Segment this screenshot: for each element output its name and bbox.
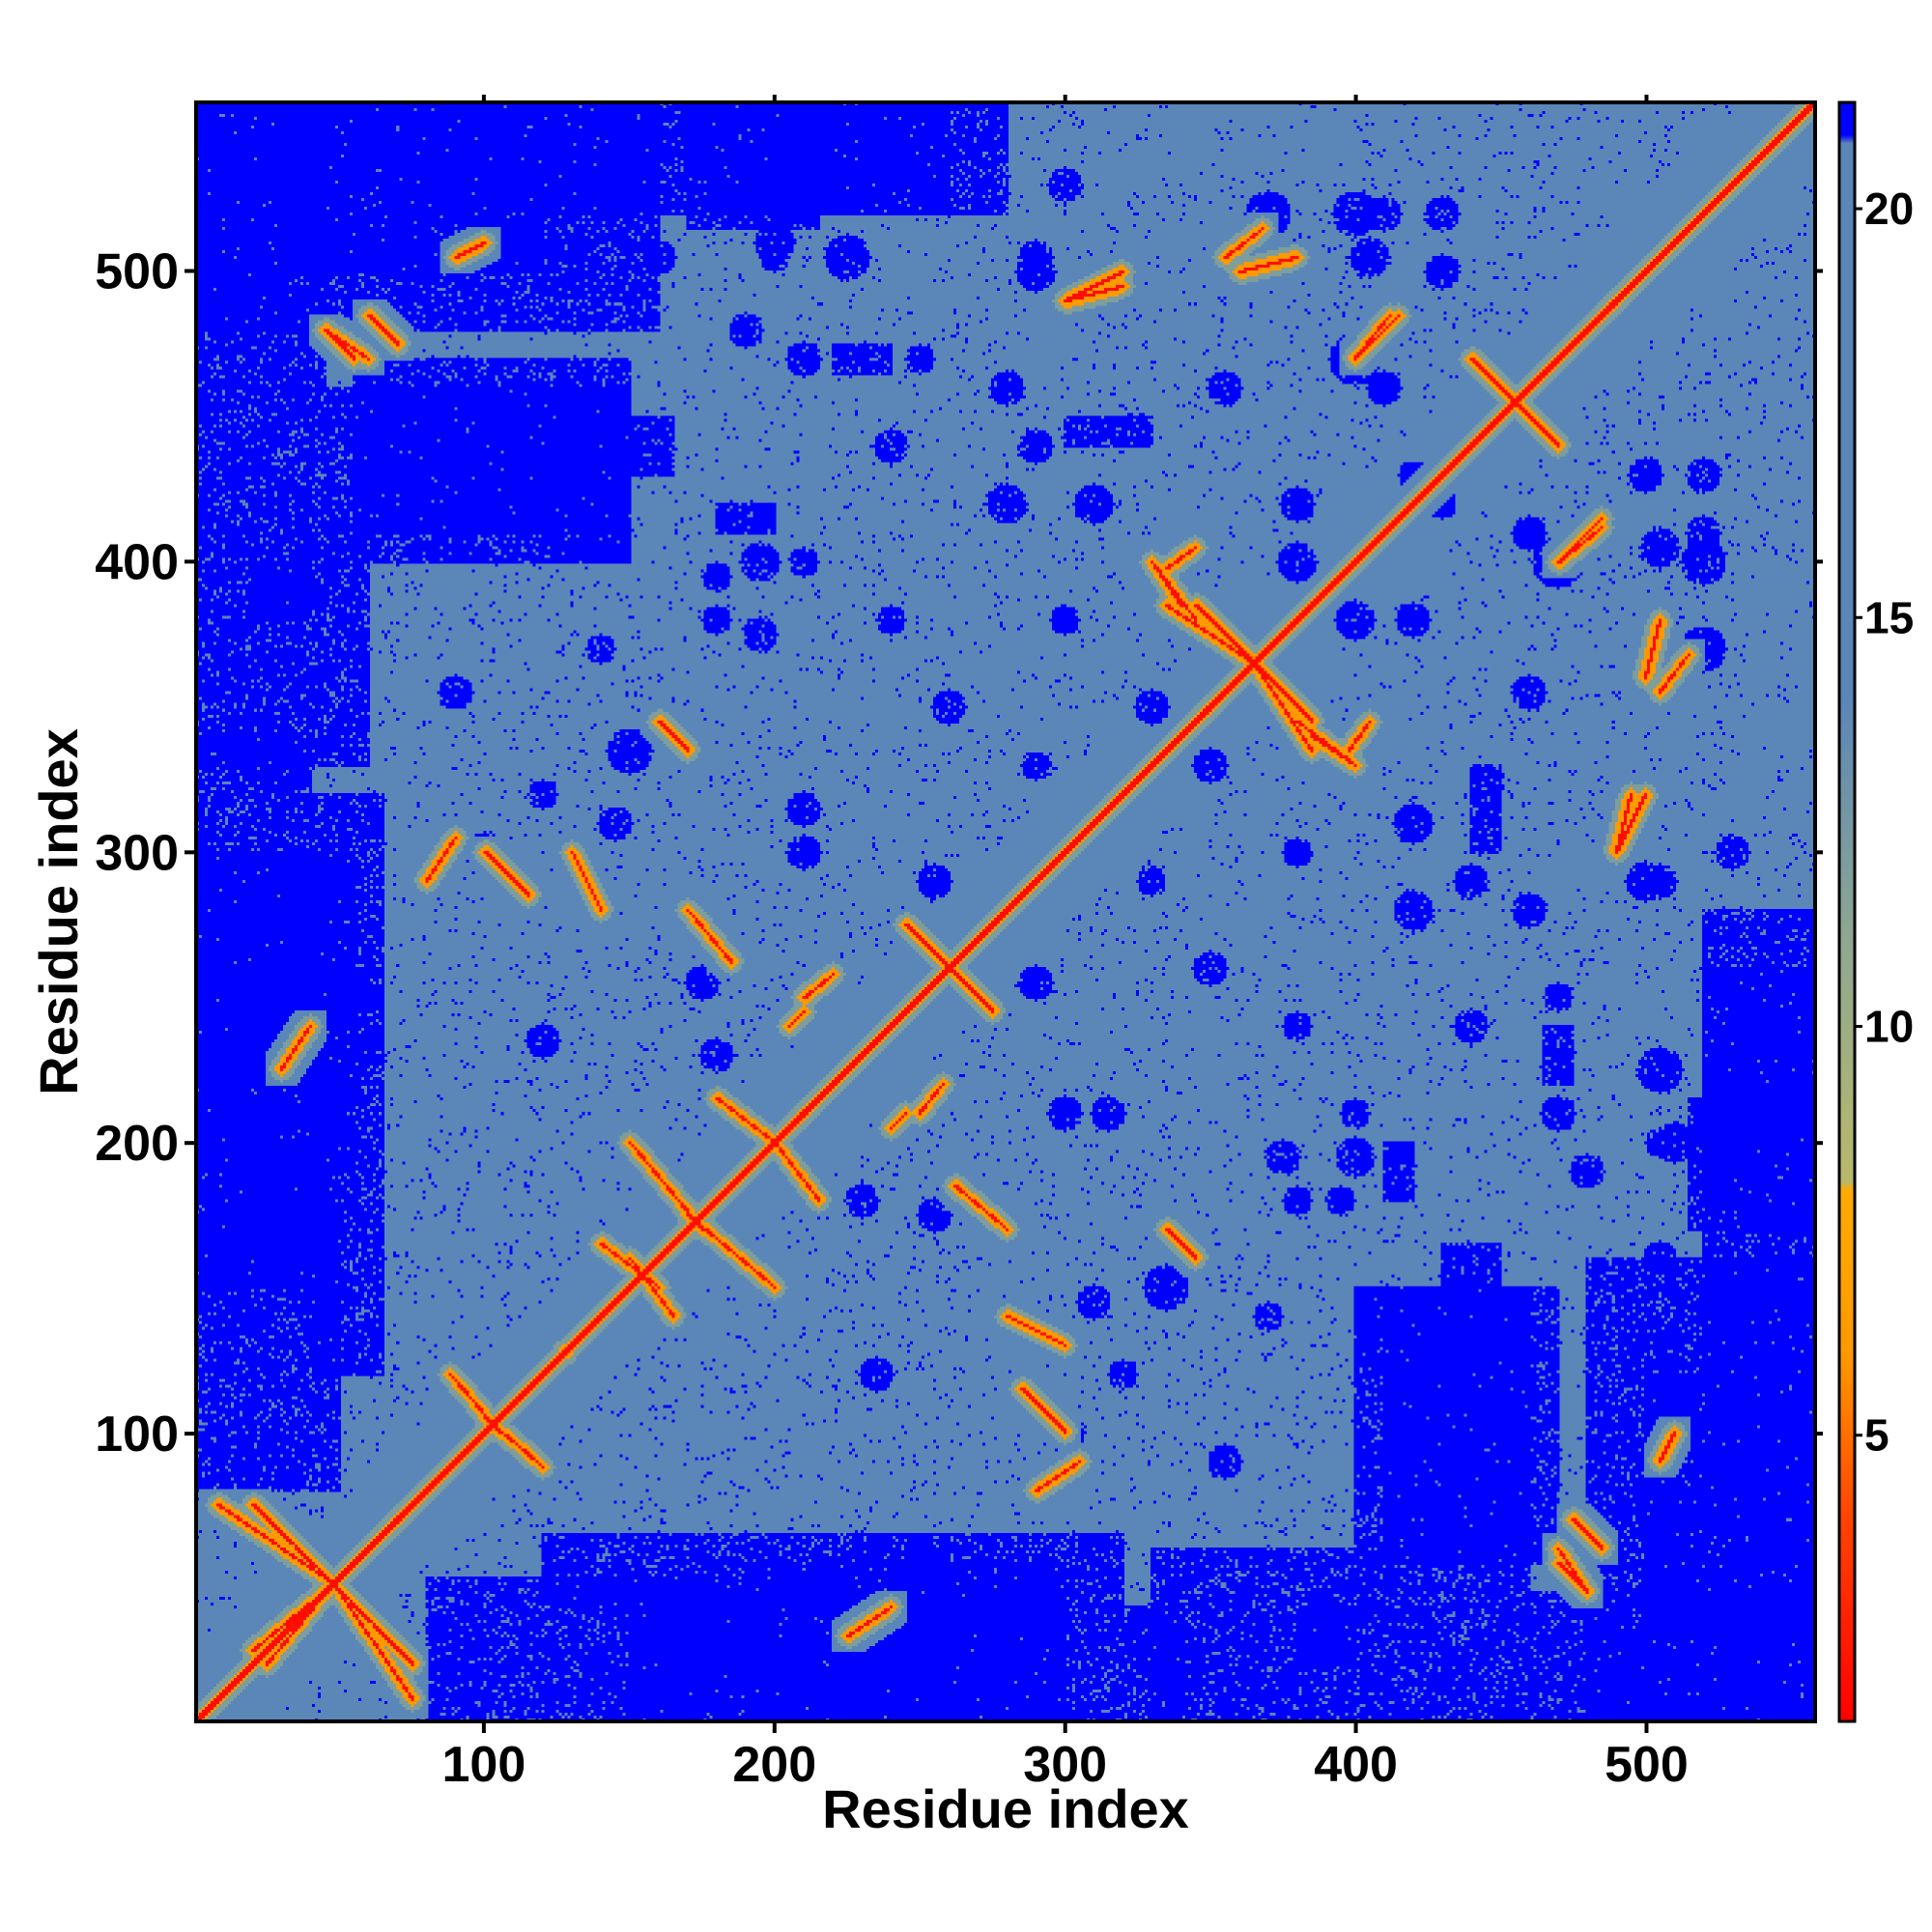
y-tick-label: 400 (95, 534, 179, 590)
x-tick-label: 500 (1605, 1737, 1689, 1793)
y-tick-label: 500 (95, 244, 179, 300)
y-tick-label: 100 (95, 1406, 179, 1463)
x-tick-label: 100 (442, 1737, 526, 1793)
colorbar-ticks: 5 10 15 20 (1855, 184, 1914, 1461)
heatmap-plot-area (194, 100, 1817, 1723)
heatmap-canvas-holder (196, 102, 1815, 1721)
y-axis-label: Residue index (28, 728, 89, 1095)
colorbar-tick-label: 15 (1864, 592, 1914, 642)
colorbar-tick-label: 10 (1864, 1002, 1914, 1052)
y-tick-label: 300 (95, 825, 179, 881)
colorbar-gradient (1837, 100, 1857, 1723)
x-tick-label: 200 (732, 1737, 816, 1793)
y-tick-label: 200 (95, 1116, 179, 1172)
colorbar-tick-label: 20 (1864, 184, 1914, 234)
top-axis-ticks (481, 95, 1649, 102)
colorbar-tick-label: 5 (1864, 1410, 1889, 1461)
x-axis-ticks: 100 200 300 400 500 (442, 1721, 1689, 1793)
y-axis-ticks: 100 200 300 400 500 (95, 244, 196, 1463)
x-tick-label: 400 (1314, 1737, 1398, 1793)
x-axis-label: Residue index (822, 1778, 1189, 1839)
colorbar: 5 10 15 20 (1837, 100, 1914, 1723)
x-tick-label: 300 (1023, 1737, 1107, 1793)
heatmap-cells (196, 102, 1815, 1721)
plot-frame (194, 100, 1817, 1723)
right-axis-ticks (1815, 269, 1823, 1436)
